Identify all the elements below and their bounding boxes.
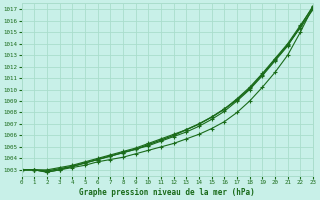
X-axis label: Graphe pression niveau de la mer (hPa): Graphe pression niveau de la mer (hPa) [79, 188, 255, 197]
